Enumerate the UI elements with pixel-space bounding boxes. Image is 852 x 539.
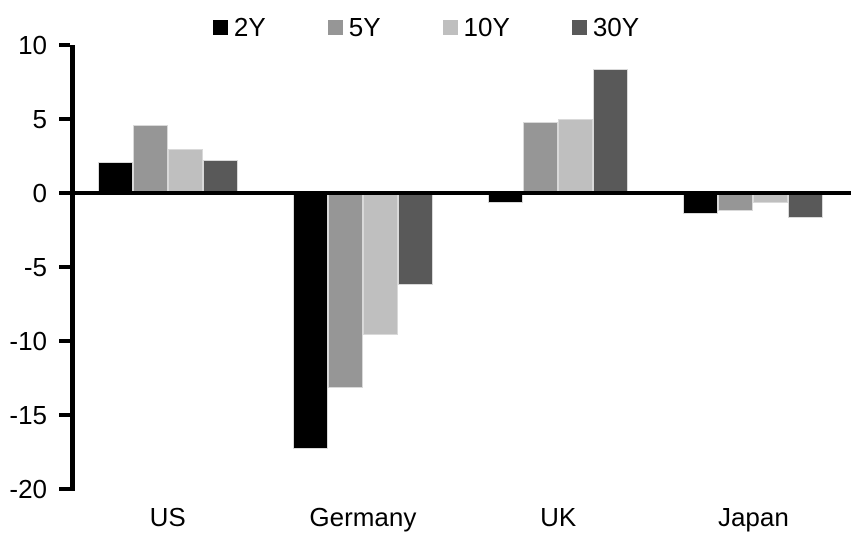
legend-label: 30Y (592, 12, 640, 42)
y-axis-line (70, 45, 75, 491)
legend-entry-30y: 30Y (571, 12, 640, 42)
y-axis-tick (59, 191, 70, 195)
x-axis-label-us: US (149, 502, 186, 532)
x-axis-label-uk: UK (540, 502, 577, 532)
zero-baseline (70, 190, 851, 196)
y-axis-label: 5 (32, 104, 47, 134)
legend-entry-5y: 5Y (327, 12, 381, 42)
bar-japan-2y (683, 193, 719, 214)
legend-swatch-30y (571, 19, 587, 35)
bar-germany-30y (397, 193, 433, 285)
bar-uk-10y (558, 119, 594, 193)
y-axis-tick (59, 339, 70, 343)
bar-uk-30y (593, 68, 629, 193)
chart-legend: 2Y 5Y 10Y 30Y (0, 14, 852, 40)
legend-label: 5Y (348, 12, 381, 42)
bar-us-10y (167, 148, 203, 193)
bar-japan-5y (718, 193, 754, 211)
legend-swatch-10y (442, 19, 458, 35)
bar-japan-30y (788, 193, 824, 219)
bar-us-30y (202, 160, 238, 193)
legend-swatch-2y (212, 19, 228, 35)
legend-swatch-5y (327, 19, 343, 35)
y-axis-label: 10 (18, 30, 47, 60)
y-axis-tick (59, 43, 70, 47)
y-axis-tick (59, 487, 70, 491)
y-axis-label: 0 (32, 178, 47, 208)
x-axis-label-japan: Japan (717, 502, 789, 532)
bar-germany-10y (362, 193, 398, 336)
legend-label: 2Y (233, 12, 266, 42)
legend-entry-10y: 10Y (442, 12, 510, 42)
bar-uk-5y (523, 121, 559, 193)
y-axis-tick (59, 117, 70, 121)
y-axis-label: -20 (9, 474, 47, 504)
bar-germany-5y (327, 193, 363, 389)
bar-us-2y (97, 161, 133, 193)
x-axis-label-germany: Germany (309, 502, 417, 532)
y-axis-tick (59, 413, 70, 417)
plot-area (59, 43, 851, 491)
y-axis-tick (59, 265, 70, 269)
y-axis-label: -5 (23, 252, 47, 282)
legend-entry-2y: 2Y (212, 12, 266, 42)
bar-germany-2y (292, 193, 328, 450)
legend-label: 10Y (463, 12, 510, 42)
bar-us-5y (132, 124, 168, 193)
y-axis-label: -15 (9, 400, 47, 430)
y-axis-label: -10 (9, 326, 47, 356)
